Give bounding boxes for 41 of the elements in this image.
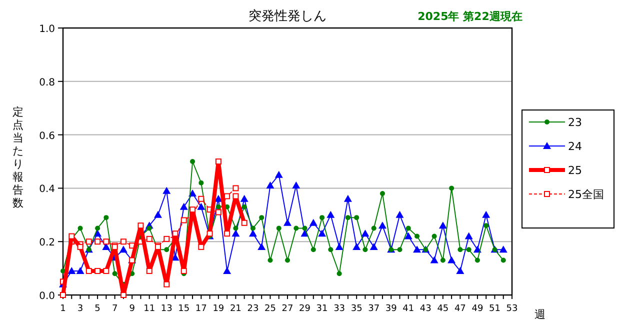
- x-tick-label: 3: [77, 304, 84, 314]
- y-tick-label: 0.4: [39, 184, 55, 196]
- x-tick-label: 41: [402, 304, 414, 314]
- x-tick-label: 13: [160, 304, 172, 314]
- x-tick-label: 53: [506, 304, 518, 314]
- y-tick-label: 0.0: [39, 291, 55, 302]
- x-tick-label: 1: [60, 304, 66, 314]
- x-tick-label: 31: [316, 304, 328, 314]
- x-tick-label: 43: [420, 304, 432, 314]
- x-tick-label: 39: [385, 304, 398, 314]
- x-axis-title: 週: [534, 308, 546, 321]
- y-tick-label: 1.0: [39, 24, 55, 35]
- x-tick-label: 9: [129, 304, 136, 314]
- x-tick-label: 27: [282, 304, 294, 314]
- x-tick-label: 5: [94, 304, 100, 314]
- x-tick-label: 47: [454, 304, 466, 314]
- legend-label: 24: [568, 140, 582, 153]
- x-tick-label: 25: [264, 304, 276, 314]
- x-tick-label: 49: [472, 304, 484, 314]
- y-tick-label: 0.6: [39, 130, 55, 142]
- x-tick-label: 29: [299, 304, 311, 314]
- chart-subtitle: 2025年 第22週現在: [418, 10, 522, 23]
- y-axis-title: 定点当たり報告数: [12, 106, 24, 210]
- x-tick-label: 17: [195, 304, 207, 314]
- x-tick-label: 51: [489, 304, 500, 314]
- x-tick-label: 45: [437, 304, 449, 314]
- x-tick-label: 37: [368, 304, 380, 314]
- x-tick-label: 15: [178, 304, 190, 314]
- x-tick-label: 11: [144, 304, 156, 314]
- legend-label: 25: [568, 164, 582, 177]
- legend-label: 25全国: [568, 188, 604, 201]
- x-tick-label: 33: [334, 304, 346, 314]
- legend-label: 23: [568, 116, 582, 129]
- x-tick-label: 19: [212, 304, 224, 314]
- y-tick-label: 0.8: [39, 77, 55, 88]
- y-tick-label: 0.2: [39, 238, 55, 249]
- chart-title: 突発性発しん: [248, 9, 326, 24]
- x-tick-label: 35: [350, 304, 362, 314]
- x-tick-label: 21: [230, 304, 242, 314]
- x-tick-label: 23: [247, 304, 259, 314]
- x-tick-label: 7: [112, 304, 118, 314]
